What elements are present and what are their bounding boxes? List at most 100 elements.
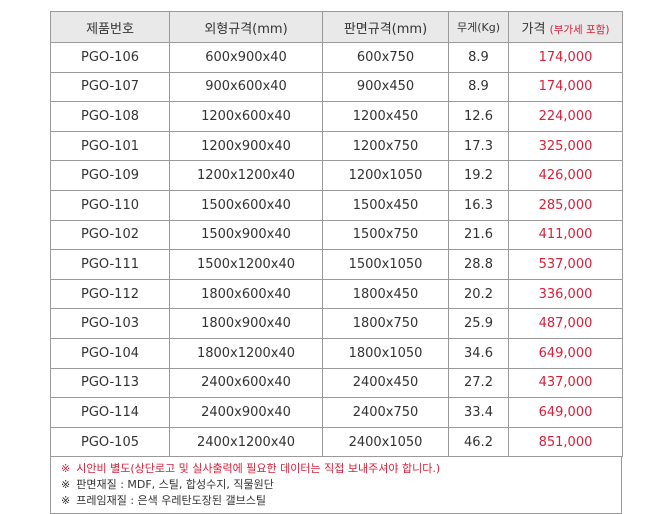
cell-product-code: PGO-108 [50,101,170,132]
cell-board-size: 1200x1050 [322,160,449,191]
table-row: PGO-112 1800x600x40 1800x450 20.2 336,000 [50,278,623,310]
header-product-code: 제품번호 [50,11,170,43]
cell-weight: 25.9 [448,308,509,339]
spec-price-table: 제품번호 외형규격(mm) 판면규격(mm) 무게(Kg) 가격 (부가세 포함… [50,11,623,458]
table-row: PGO-101 1200x900x40 1200x750 17.3 325,000 [50,130,623,162]
cell-weight: 46.2 [448,426,509,458]
note-frame-material: ※ 프레임재질 : 은색 우레탄도장된 갤브스틸 [61,493,615,509]
header-board-size: 판면규격(mm) [322,11,449,43]
cell-price: 174,000 [508,71,623,103]
cell-product-code: PGO-114 [50,397,170,428]
cell-outer-size: 1500x900x40 [169,219,323,251]
cell-outer-size: 600x900x40 [169,42,323,73]
cell-weight: 20.2 [448,278,509,310]
cell-price: 411,000 [508,219,623,251]
table-row: PGO-109 1200x1200x40 1200x1050 19.2 426,000 [50,160,623,191]
cell-outer-size: 2400x1200x40 [169,426,323,458]
cell-outer-size: 1200x900x40 [169,130,323,162]
cell-price: 487,000 [508,308,623,339]
cell-weight: 17.3 [448,130,509,162]
table-row: PGO-102 1500x900x40 1500x750 21.6 411,000 [50,219,623,251]
cell-outer-size: 1500x600x40 [169,189,323,221]
note-mark: ※ [61,478,71,492]
cell-price: 174,000 [508,42,623,73]
cell-product-code: PGO-107 [50,71,170,103]
cell-weight: 27.2 [448,367,509,399]
note-mark: ※ [61,462,71,476]
header-price: 가격 (부가세 포함) [508,11,623,43]
table-row: PGO-111 1500x1200x40 1500x1050 28.8 537,000 [50,249,623,280]
cell-board-size: 1500x450 [322,189,449,221]
cell-weight: 8.9 [448,71,509,103]
header-weight: 무게(Kg) [448,11,509,43]
cell-board-size: 1500x1050 [322,249,449,280]
table-row: PGO-107 900x600x40 900x450 8.9 174,000 [50,71,623,103]
cell-product-code: PGO-105 [50,426,170,458]
cell-board-size: 2400x450 [322,367,449,399]
cell-price: 285,000 [508,189,623,221]
table-row: PGO-113 2400x600x40 2400x450 27.2 437,000 [50,367,623,399]
cell-product-code: PGO-112 [50,278,170,310]
cell-product-code: PGO-111 [50,249,170,280]
table-row: PGO-104 1800x1200x40 1800x1050 34.6 649,000 [50,337,623,369]
note-design-fee-text: 시안비 별도(상단로고 및 실사출력에 필요한 데이터는 직접 보내주셔야 합니… [76,462,441,476]
cell-weight: 34.6 [448,337,509,369]
cell-outer-size: 900x600x40 [169,71,323,103]
cell-outer-size: 1200x600x40 [169,101,323,132]
cell-board-size: 1800x450 [322,278,449,310]
table-row: PGO-108 1200x600x40 1200x450 12.6 224,000 [50,101,623,132]
note-design-fee: ※ 시안비 별도(상단로고 및 실사출력에 필요한 데이터는 직접 보내주셔야 합… [61,461,615,477]
cell-price: 336,000 [508,278,623,310]
cell-price: 325,000 [508,130,623,162]
header-price-label: 가격 [521,21,546,37]
cell-product-code: PGO-102 [50,219,170,251]
note-mark: ※ [61,494,71,508]
cell-product-code: PGO-103 [50,308,170,339]
header-outer-size: 외형규격(mm) [169,11,323,43]
cell-outer-size: 1200x1200x40 [169,160,323,191]
cell-product-code: PGO-104 [50,337,170,369]
notes-box: ※ 시안비 별도(상단로고 및 실사출력에 필요한 데이터는 직접 보내주셔야 합… [50,457,622,514]
cell-board-size: 1800x750 [322,308,449,339]
cell-outer-size: 2400x600x40 [169,367,323,399]
header-price-vat-note: (부가세 포함) [549,23,610,36]
table-header-row: 제품번호 외형규격(mm) 판면규격(mm) 무게(Kg) 가격 (부가세 포함… [50,11,623,43]
cell-price: 649,000 [508,397,623,428]
cell-price: 437,000 [508,367,623,399]
cell-weight: 28.8 [448,249,509,280]
cell-weight: 16.3 [448,189,509,221]
cell-board-size: 600x750 [322,42,449,73]
cell-weight: 12.6 [448,101,509,132]
cell-weight: 8.9 [448,42,509,73]
cell-board-size: 1200x450 [322,101,449,132]
cell-board-size: 1200x750 [322,130,449,162]
table-row: PGO-110 1500x600x40 1500x450 16.3 285,000 [50,189,623,221]
cell-outer-size: 2400x900x40 [169,397,323,428]
cell-outer-size: 1800x600x40 [169,278,323,310]
price-table-container: 제품번호 외형규격(mm) 판면규격(mm) 무게(Kg) 가격 (부가세 포함… [50,11,623,514]
cell-outer-size: 1800x1200x40 [169,337,323,369]
cell-weight: 19.2 [448,160,509,191]
note-board-material: ※ 판면재질 : MDF, 스틸, 합성수지, 직물원단 [61,477,615,493]
table-row: PGO-114 2400x900x40 2400x750 33.4 649,000 [50,397,623,428]
note-board-material-text: 판면재질 : MDF, 스틸, 합성수지, 직물원단 [76,478,274,492]
cell-board-size: 2400x1050 [322,426,449,458]
cell-price: 537,000 [508,249,623,280]
cell-product-code: PGO-106 [50,42,170,73]
cell-price: 426,000 [508,160,623,191]
cell-weight: 21.6 [448,219,509,251]
cell-outer-size: 1500x1200x40 [169,249,323,280]
cell-weight: 33.4 [448,397,509,428]
cell-board-size: 1800x1050 [322,337,449,369]
cell-price: 224,000 [508,101,623,132]
cell-product-code: PGO-109 [50,160,170,191]
cell-price: 649,000 [508,337,623,369]
cell-product-code: PGO-113 [50,367,170,399]
cell-outer-size: 1800x900x40 [169,308,323,339]
cell-board-size: 900x450 [322,71,449,103]
cell-price: 851,000 [508,426,623,458]
table-row: PGO-106 600x900x40 600x750 8.9 174,000 [50,42,623,73]
cell-board-size: 1500x750 [322,219,449,251]
table-body: PGO-106 600x900x40 600x750 8.9 174,000 PGO-10… [50,42,623,458]
cell-product-code: PGO-101 [50,130,170,162]
